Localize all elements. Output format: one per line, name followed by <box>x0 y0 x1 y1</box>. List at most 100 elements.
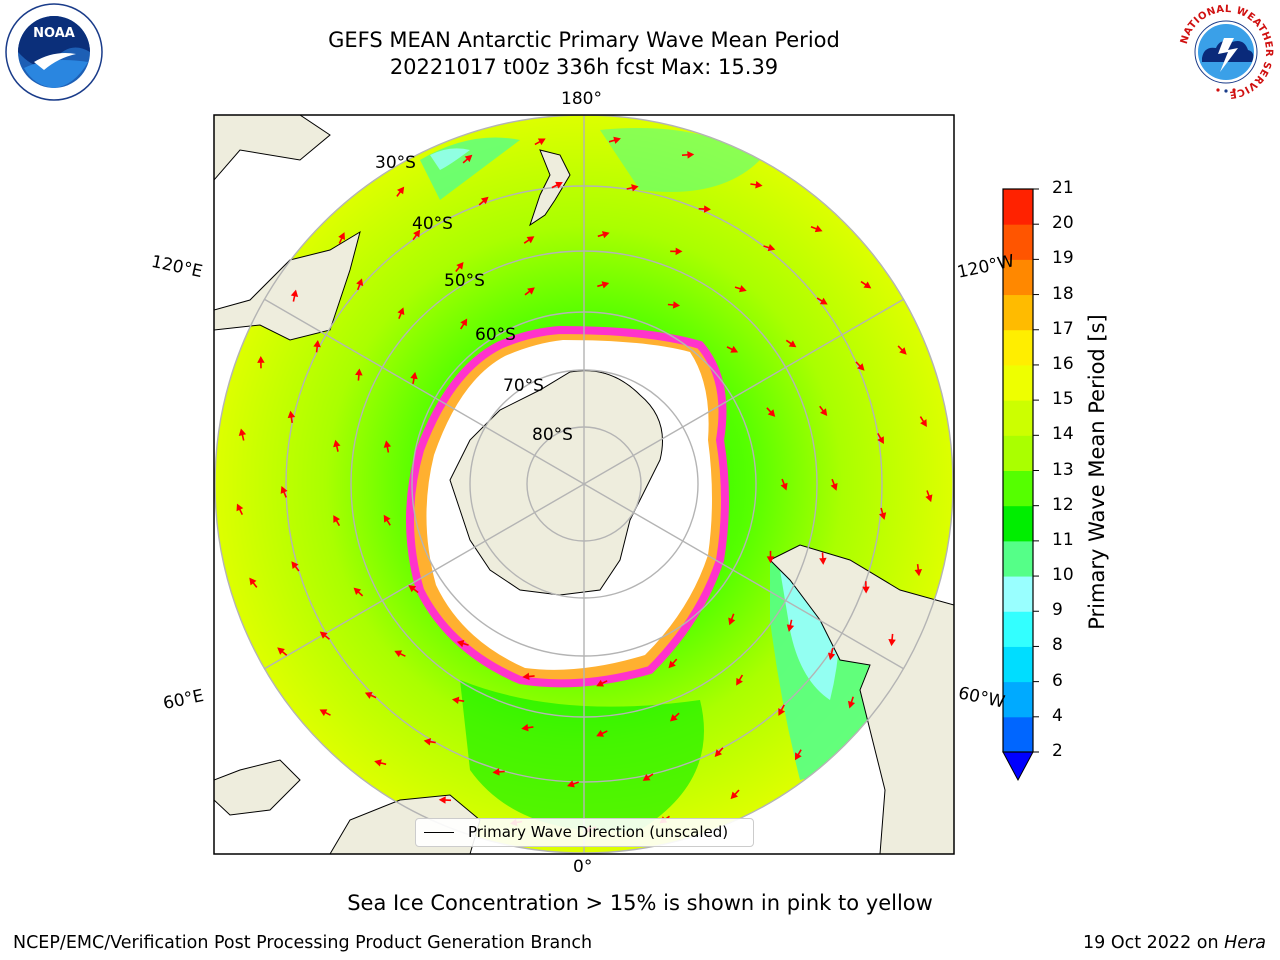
nws-logo-icon: NATIONAL WEATHER SERVICE <box>1178 4 1274 100</box>
legend-label: Primary Wave Direction (unscaled) <box>468 823 729 841</box>
wave-direction-arrow <box>862 581 870 594</box>
colorbar-segment <box>1003 540 1033 577</box>
colorbar-tick-label: 21 <box>1052 178 1074 198</box>
lat-label-50s: 50°S <box>444 271 485 291</box>
wave-direction-arrow <box>816 297 828 305</box>
wave-direction-arrow <box>338 232 345 244</box>
wave-direction-arrow <box>919 416 927 428</box>
colorbar-segment <box>1003 259 1033 296</box>
wave-direction-arrow <box>287 410 296 424</box>
wave-direction-arrow <box>521 723 534 732</box>
wave-direction-arrow <box>734 285 747 293</box>
colorbar-segment <box>1003 576 1033 612</box>
colorbar-tick-label: 17 <box>1052 318 1074 339</box>
wave-direction-arrow <box>408 585 419 594</box>
colorbar-tick-label: 9 <box>1052 600 1063 621</box>
wave-direction-arrow <box>855 361 865 371</box>
wave-direction-arrow <box>763 243 776 252</box>
wave-direction-arrow <box>291 561 300 572</box>
wave-direction-arrow <box>766 550 775 564</box>
wave-direction-arrow <box>524 287 535 296</box>
wave-direction-arrow <box>714 747 724 757</box>
wave-direction-arrow <box>827 648 836 661</box>
wave-direction-arrow <box>780 478 788 491</box>
australia-land <box>214 115 331 181</box>
wave-direction-arrow <box>730 789 740 800</box>
colorbar-tick-label: 16 <box>1052 353 1074 374</box>
wave-direction-arrow <box>642 773 654 781</box>
wave-direction-arrow <box>236 503 244 515</box>
wave-direction-arrow <box>523 236 535 244</box>
wave-direction-arrow <box>567 780 579 788</box>
wave-direction-arrow <box>914 564 923 577</box>
colorbar-segment <box>1003 611 1033 647</box>
colorbar-segment <box>1003 716 1033 753</box>
colorbar-tick-label: 19 <box>1052 248 1074 269</box>
colorbar-segment <box>1003 505 1033 542</box>
wave-direction-arrow <box>830 478 838 491</box>
wave-direction-arrow <box>766 407 776 417</box>
wave-direction-arrow <box>597 281 610 289</box>
lat-label-40s: 40°S <box>412 214 453 234</box>
wave-direction-arrow <box>394 650 406 658</box>
colorbar-segment <box>1003 400 1033 436</box>
wave-direction-arrow <box>423 737 436 746</box>
wave-direction-arrow <box>456 639 469 648</box>
wave-direction-arrow <box>374 759 387 767</box>
wave-direction-arrow <box>290 289 299 302</box>
forecast-subtitle: 20221017 t00z 336h fcst Max: 15.39 <box>389 55 779 79</box>
wave-direction-arrow <box>877 433 884 445</box>
wave-direction-arrow <box>396 186 405 197</box>
wave-direction-arrow <box>608 136 621 144</box>
colorbar-segment <box>1003 189 1033 225</box>
wave-direction-arrow <box>412 229 421 241</box>
wave-direction-arrow <box>455 261 464 273</box>
colorbar-segment <box>1003 681 1033 718</box>
wave-direction-arrow <box>786 619 795 632</box>
map-frame <box>213 114 955 855</box>
colorbar-segment <box>1003 646 1033 683</box>
wave-direction-arrow <box>313 340 321 353</box>
wave-direction-arrow <box>353 587 364 597</box>
sea-ice-caption: Sea Ice Concentration > 15% is shown in … <box>347 891 933 915</box>
colorbar-segment <box>1003 329 1033 366</box>
wave-direction-arrow <box>669 712 680 722</box>
footer-date-text: 19 Oct 2022 on <box>1083 933 1225 953</box>
wave-direction-arrow <box>897 345 907 355</box>
wave-direction-arrow <box>356 278 364 291</box>
colorbar-tick-label: 15 <box>1052 389 1074 410</box>
wave-direction-arrow <box>668 658 678 669</box>
footer-date: 19 Oct 2022 on Hera <box>1083 933 1266 953</box>
wave-direction-arrow <box>492 768 505 776</box>
wave-direction-arrow <box>333 515 341 527</box>
map-title: GEFS MEAN Antarctic Primary Wave Mean Pe… <box>328 28 840 52</box>
wave-direction-arrow <box>667 301 681 309</box>
colorbar-tick-label: 12 <box>1052 494 1074 515</box>
colorbar-segment <box>1003 364 1033 401</box>
wave-direction-arrow <box>597 231 610 239</box>
wave-direction-arrow <box>534 138 546 146</box>
colorbar-segment <box>1003 435 1033 471</box>
wave-direction-arrow <box>785 339 797 348</box>
wave-direction-arrow <box>794 749 802 761</box>
africa-land <box>214 759 301 816</box>
colorbar-label: Primary Wave Mean Period [s] <box>1085 314 1109 630</box>
wave-direction-arrow <box>522 672 535 681</box>
wave-direction-arrow <box>460 318 468 330</box>
footer-machine: Hera <box>1224 933 1266 953</box>
antarctica-land <box>449 370 663 596</box>
wave-direction-arrow <box>451 696 465 705</box>
wave-direction-arrow <box>878 507 887 520</box>
wave-direction-arrow <box>726 345 739 353</box>
wave-direction-arrow <box>280 486 288 498</box>
wave-direction-arrow <box>364 691 377 699</box>
legend-line-swatch <box>424 832 454 833</box>
wave-direction-arrow <box>728 613 736 626</box>
noaa-logo-text: NOAA <box>33 26 75 41</box>
wave-direction-arrow <box>478 196 489 206</box>
wave-direction-arrow <box>319 631 330 640</box>
wave-direction-arrow <box>819 552 827 565</box>
wave-direction-arrow <box>319 709 331 717</box>
colorbar-extend-triangle <box>1002 751 1034 782</box>
footer-organization: NCEP/EMC/Verification Post Processing Pr… <box>13 933 593 953</box>
